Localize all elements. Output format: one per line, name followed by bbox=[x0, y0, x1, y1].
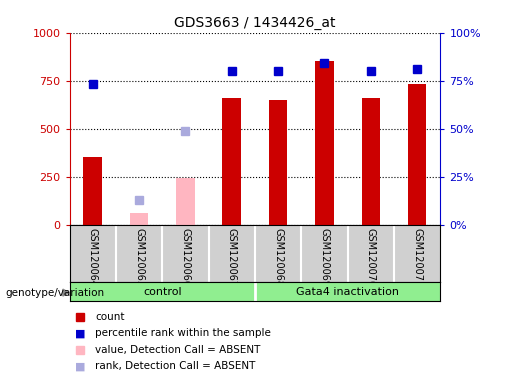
Text: ■: ■ bbox=[75, 361, 85, 371]
Text: genotype/variation: genotype/variation bbox=[5, 288, 104, 298]
Text: GSM120068: GSM120068 bbox=[273, 227, 283, 286]
Title: GDS3663 / 1434426_at: GDS3663 / 1434426_at bbox=[174, 16, 336, 30]
Bar bbox=[130, 213, 148, 225]
Text: GSM120070: GSM120070 bbox=[366, 227, 376, 286]
Bar bbox=[176, 178, 195, 225]
Text: Gata4 inactivation: Gata4 inactivation bbox=[296, 287, 399, 297]
Text: GSM120066: GSM120066 bbox=[180, 227, 191, 286]
Text: GSM120064: GSM120064 bbox=[88, 227, 98, 286]
Text: GSM120069: GSM120069 bbox=[319, 227, 330, 286]
Text: value, Detection Call = ABSENT: value, Detection Call = ABSENT bbox=[95, 345, 261, 355]
Text: ■: ■ bbox=[75, 328, 85, 338]
Bar bbox=[362, 98, 380, 225]
Bar bbox=[269, 100, 287, 225]
Bar bbox=[83, 157, 102, 225]
Text: control: control bbox=[143, 287, 181, 297]
Text: rank, Detection Call = ABSENT: rank, Detection Call = ABSENT bbox=[95, 361, 255, 371]
Bar bbox=[408, 84, 426, 225]
FancyArrow shape bbox=[63, 289, 69, 296]
Text: GSM120071: GSM120071 bbox=[412, 227, 422, 286]
Text: percentile rank within the sample: percentile rank within the sample bbox=[95, 328, 271, 338]
Bar bbox=[315, 61, 334, 225]
Text: count: count bbox=[95, 312, 125, 322]
Text: GSM120067: GSM120067 bbox=[227, 227, 237, 286]
Bar bbox=[222, 98, 241, 225]
Text: GSM120065: GSM120065 bbox=[134, 227, 144, 286]
